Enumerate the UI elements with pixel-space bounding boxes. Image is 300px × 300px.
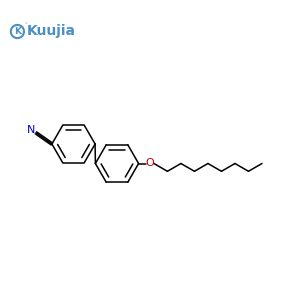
Text: N: N <box>27 125 36 135</box>
Text: °: ° <box>24 22 27 27</box>
Text: K: K <box>14 27 21 36</box>
Text: Kuujia: Kuujia <box>27 25 76 38</box>
Text: O: O <box>146 158 154 169</box>
